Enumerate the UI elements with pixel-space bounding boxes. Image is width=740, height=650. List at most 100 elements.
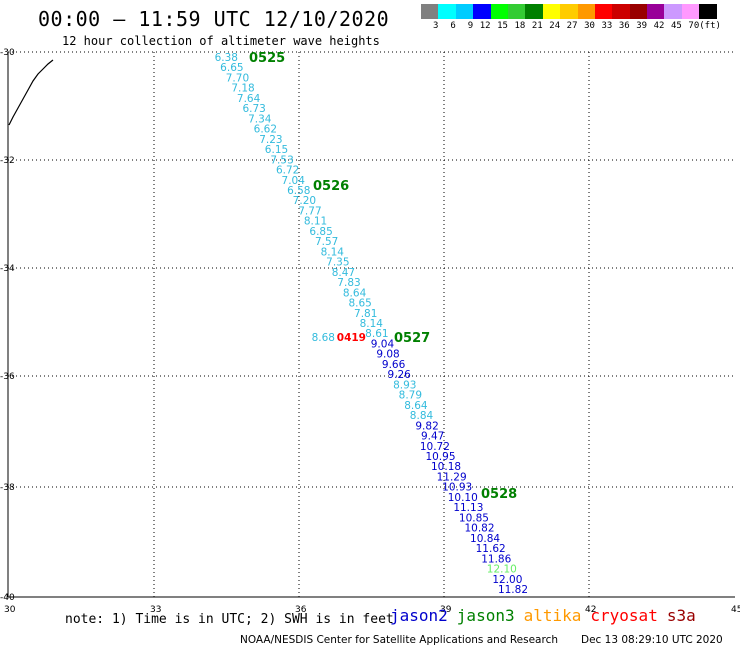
wave-height-value: 8.11: [304, 216, 327, 228]
wave-height-value: 9.82: [415, 420, 438, 432]
wave-height-value: 11.86: [481, 553, 511, 565]
color-scale-label: 45: [671, 21, 682, 31]
color-swatch: [594, 4, 613, 19]
color-swatch: [490, 4, 508, 19]
map-grid: [8, 51, 735, 597]
wave-height-value: 8.65: [348, 298, 371, 310]
wave-height-value: 6.65: [220, 62, 243, 74]
wave-height-value: 9.66: [382, 359, 406, 371]
altimeter-track: 6.386.657.707.187.646.737.346.627.236.15…: [215, 51, 528, 596]
color-scale-label: 6: [450, 21, 456, 31]
wave-height-value: 11.29: [437, 471, 467, 483]
color-scale-label: 70: [688, 21, 700, 31]
color-scale-label: 33: [601, 21, 613, 31]
legend-altika: altika: [523, 606, 582, 625]
wave-height-value: 8.14: [360, 318, 384, 330]
color-scale-label: 42: [653, 21, 665, 31]
color-swatch: [421, 4, 439, 19]
longitude-label: 33: [150, 605, 161, 615]
color-swatch: [699, 4, 717, 19]
longitude-label: 39: [440, 605, 452, 615]
latitude-label: -30: [0, 48, 15, 58]
wave-height-value: 8.84: [410, 410, 434, 422]
wave-height-value: 10.93: [442, 482, 472, 494]
wave-height-value: 9.08: [376, 349, 399, 361]
legend-cryosat: cryosat: [590, 606, 658, 625]
wave-height-value: 6.62: [254, 124, 277, 136]
wave-height-value: 7.70: [226, 72, 249, 84]
color-swatch: [507, 4, 526, 19]
longitude-label: 45: [731, 605, 740, 615]
longitude-label: 42: [585, 605, 596, 615]
wave-height-value: 10.18: [431, 461, 461, 473]
color-swatch: [438, 4, 456, 19]
color-scale-label: (ft): [699, 21, 721, 31]
wave-height-value: 8.64: [404, 400, 428, 412]
wave-height-value: 11.13: [453, 502, 483, 514]
wave-height-value: 8.61: [365, 328, 388, 340]
wave-height-value: 7.83: [337, 277, 360, 289]
color-swatch: [577, 4, 595, 19]
time-label-red: 0419: [337, 332, 366, 344]
map-frame: [7, 52, 735, 598]
wave-height-value: 6.73: [242, 103, 265, 115]
color-scale-label: 3: [432, 21, 439, 31]
color-scale-label: 12: [479, 21, 491, 31]
color-scale-label: 24: [549, 21, 561, 31]
color-scale-swatches: [421, 4, 717, 19]
latitude-label: -32: [0, 156, 15, 166]
pass-time-label: 0528: [481, 487, 517, 502]
color-scale-label: 18: [514, 21, 526, 31]
wave-height-value: 10.82: [464, 523, 494, 535]
pass-time-label: 0525: [249, 51, 285, 66]
color-swatch: [560, 4, 578, 19]
wave-height-value: 8.79: [399, 390, 422, 402]
legend-jason2: jason2: [390, 606, 448, 625]
color-scale-labels: 3 6 9 12 15 18 21 24 27 30 33 36 39 42 45 70 (ft): [421, 21, 721, 31]
color-scale-label: 9: [467, 21, 474, 31]
color-swatch: [629, 4, 648, 19]
wave-height-value: 10.10: [448, 492, 478, 504]
color-swatch: [473, 4, 491, 19]
wave-height-value: 12.00: [492, 574, 522, 586]
wave-height-value: 7.77: [298, 205, 321, 217]
wave-height-value: 8.64: [343, 287, 367, 299]
color-swatch: [681, 4, 700, 19]
legend-s3a: s3a: [666, 606, 696, 625]
longitude-labels: 30 33 36 39 42 45: [4, 605, 740, 615]
wave-height-value: 6.15: [265, 144, 288, 156]
color-swatch: [525, 4, 543, 19]
wave-height-value: 12.10: [487, 564, 517, 576]
color-swatch: [664, 4, 682, 19]
map-subtitle: 12 hour collection of altimeter wave hei…: [62, 34, 380, 48]
longitude-label: 36: [295, 605, 307, 615]
coastline: [8, 59, 54, 126]
wave-height-value: 9.26: [387, 369, 411, 381]
color-swatch: [647, 4, 665, 19]
latitude-labels: -30 -32 -34 -36 -38 -40: [0, 48, 15, 603]
wave-height-value: 6.38: [215, 52, 238, 64]
satellite-legend: jason2 jason3 altika cryosat s3a: [390, 606, 705, 625]
wave-height-value: 10.85: [459, 512, 489, 524]
wave-height-value: 7.23: [259, 134, 282, 146]
wave-height-value: 7.20: [293, 195, 316, 207]
color-scale-label: 27: [566, 21, 578, 31]
wave-height-value: 6.72: [276, 165, 299, 177]
wave-height-value: 9.04: [371, 338, 395, 350]
wave-height-value: 8.93: [393, 379, 416, 391]
wave-height-value: 11.62: [476, 543, 506, 555]
wave-height-value: 10.84: [470, 533, 500, 545]
legend-jason3: jason3: [456, 606, 515, 625]
wave-height-value: 9.47: [421, 431, 444, 443]
wave-height-value: 7.04: [282, 175, 306, 187]
color-swatch: [542, 4, 561, 19]
color-scale-label: 15: [497, 21, 508, 31]
latitude-label: -38: [0, 483, 15, 493]
wave-height-value: 8.47: [332, 267, 355, 279]
wave-height-value: 7.57: [315, 236, 338, 248]
wave-height-value: 8.68: [312, 332, 335, 344]
wave-height-value: 7.81: [354, 308, 377, 320]
wave-height-value: 11.82: [498, 584, 528, 596]
wave-height-value: 7.53: [270, 154, 293, 166]
color-scale-label: 30: [584, 21, 595, 31]
